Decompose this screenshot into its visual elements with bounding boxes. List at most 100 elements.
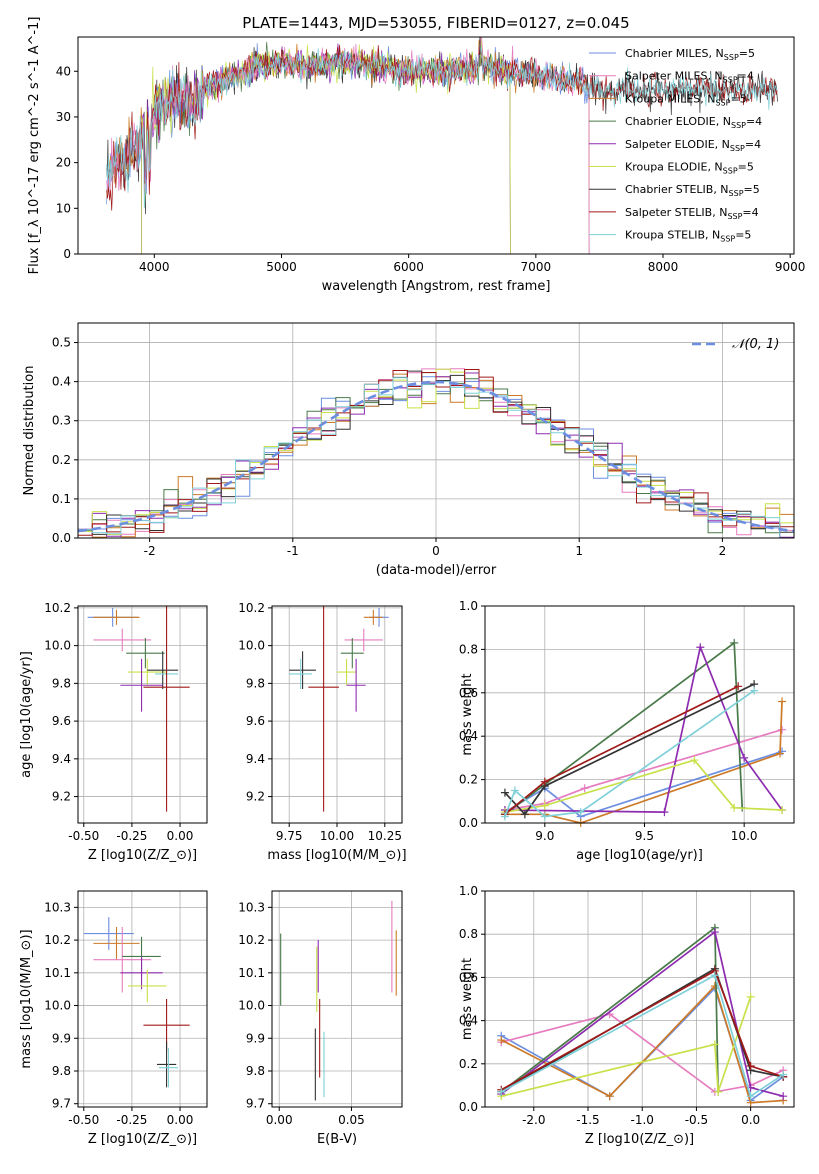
tick-label-y: 10.0 <box>238 639 265 653</box>
legend-model-name: Salpeter STELIB <box>625 206 712 219</box>
legend-nssp-prefix: , N <box>707 161 722 174</box>
chart-ebv-mass: 0.00 0.05 9.7 9.8 9.9 10.0 10.1 10.2 10.3 E(B-V) <box>238 890 403 1147</box>
tick-label-y: 0.4 <box>459 1014 478 1028</box>
legend-nssp-prefix: , N <box>713 183 728 196</box>
weight-point <box>710 928 719 937</box>
tick-label-y: 0.1 <box>52 492 71 506</box>
legend-label: Chabrier STELIB, NSSP=5 <box>625 183 760 198</box>
legend-label: Kroupa STELIB, NSSP=5 <box>625 229 751 244</box>
tick-label-x: 4000 <box>139 260 170 274</box>
points-group <box>280 900 402 1101</box>
legend-label: Kroupa ELODIE, NSSP=5 <box>625 161 754 176</box>
weight-point <box>746 1061 755 1070</box>
tick-label-x: -0.50 <box>68 1113 99 1127</box>
tick-label-y: 10.3 <box>238 900 265 914</box>
legend-model-name: Salpeter MILES <box>625 70 707 83</box>
weight-point <box>710 1040 719 1049</box>
legend-nssp-sub: SSP <box>731 121 746 130</box>
tick-label-y: 0.4 <box>459 729 478 743</box>
weight-point <box>660 808 669 817</box>
chart-residuals: -2 -1 0 1 2 0.0 0.1 0.2 0.3 0.4 0.5 (data-model)/er… <box>22 322 795 578</box>
weight-line <box>500 930 784 1098</box>
axes-frame <box>77 605 208 824</box>
chart-mass-age: 9.75 10.00 10.25 9.2 9.4 9.6 9.8 10.0 10.2 mass [… <box>238 601 406 863</box>
weight-point <box>497 1087 506 1096</box>
chart-Z-mass: -0.50 -0.25 0.00 9.7 9.8 9.9 10.0 10.1 10.2 10.3 Z… <box>19 890 208 1147</box>
legend-nssp-value: =5 <box>735 229 751 242</box>
weight-line <box>504 685 739 815</box>
weight-line <box>504 689 755 818</box>
tick-label-x: -1.0 <box>630 1113 653 1127</box>
tick-label-y: 10.2 <box>44 601 71 615</box>
weight-point <box>500 788 509 797</box>
legend-nssp-sub: SSP <box>730 144 745 153</box>
weight-point <box>730 638 739 647</box>
tick-label-x: 8000 <box>648 260 679 274</box>
weight-point <box>746 992 755 1001</box>
axes-frame <box>77 36 795 255</box>
tick-label-x: -2.0 <box>522 1113 545 1127</box>
spectra-group <box>106 37 778 254</box>
axes-frame <box>484 890 795 1108</box>
x-axis-label: wavelength [Angstrom, rest frame] <box>322 279 551 294</box>
tick-label-y: 30 <box>56 110 71 124</box>
tick-label-x: 10.00 <box>320 829 354 843</box>
tick-label-y: 9.9 <box>246 1031 265 1045</box>
tick-label-y: 10.3 <box>44 900 71 914</box>
weight-point <box>778 805 787 814</box>
legend-label: Salpeter STELIB, NSSP=4 <box>625 206 759 221</box>
y-axis-label: mass [log10(M/M_⊙)] <box>19 929 34 1068</box>
weight-line <box>504 728 783 811</box>
legend-nssp-sub: SSP <box>715 98 730 107</box>
tick-label-y: 10.0 <box>44 999 71 1013</box>
legend-nssp-prefix: , N <box>712 206 727 219</box>
weight-line <box>504 683 755 816</box>
tick-label-y: 0.2 <box>52 453 71 467</box>
tick-label-y: 9.6 <box>52 714 71 728</box>
tick-label-y: 9.2 <box>52 790 71 804</box>
legend-label: Salpeter MILES, NSSP=4 <box>625 70 754 85</box>
legend-nssp-value: =5 <box>738 161 754 174</box>
tick-label-y: 10.0 <box>238 999 265 1013</box>
legend-nssp-value: =5 <box>744 183 760 196</box>
spectrum-line <box>106 45 778 209</box>
axes-frame <box>77 322 795 539</box>
legend-nssp-value: =5 <box>739 47 755 60</box>
tick-label-y: 0.8 <box>459 927 478 941</box>
tick-label-x: -0.25 <box>116 829 147 843</box>
tick-label-x: 10.25 <box>368 829 402 843</box>
tick-label-y: 40 <box>56 64 71 78</box>
tick-label-y: 10.0 <box>44 639 71 653</box>
legend-nssp-prefix: , N <box>715 138 730 151</box>
weight-point <box>690 756 699 765</box>
tick-label-x: 10.0 <box>731 829 758 843</box>
weight-point <box>778 697 787 706</box>
tick-label-x: -1 <box>287 544 299 558</box>
tick-label-y: 20 <box>56 156 71 170</box>
tick-label-y: 10.1 <box>44 966 71 980</box>
tick-label-y: 0.6 <box>459 970 478 984</box>
y-axis-label: Normed distribution <box>22 366 37 496</box>
tick-label-y: 9.2 <box>246 790 265 804</box>
tick-label-y: 0.6 <box>459 686 478 700</box>
tick-label-y: 10.1 <box>238 966 265 980</box>
axes-frame <box>484 605 795 824</box>
tick-label-x: -2 <box>144 544 156 558</box>
points-group <box>289 606 389 812</box>
x-axis-label: mass [log10(M/M_⊙)] <box>267 848 406 863</box>
tick-label-y: 9.4 <box>52 752 71 766</box>
legend-label: 𝒩(0, 1) <box>732 337 779 352</box>
weight-point <box>776 749 785 758</box>
weight-point <box>714 1087 723 1096</box>
tick-label-y: 9.8 <box>246 676 265 690</box>
weight-point <box>696 643 705 652</box>
tick-label-y: 9.8 <box>52 1064 71 1078</box>
legend-nssp-value: =4 <box>745 138 761 151</box>
tick-label-x: -0.25 <box>116 1113 147 1127</box>
tick-label-y: 0 <box>63 247 71 261</box>
legend-label: Chabrier ELODIE, NSSP=4 <box>625 115 762 130</box>
tick-label-y: 9.6 <box>246 714 265 728</box>
tick-label-x: 0.00 <box>266 1113 293 1127</box>
legend-nssp-prefix: , N <box>705 229 720 242</box>
